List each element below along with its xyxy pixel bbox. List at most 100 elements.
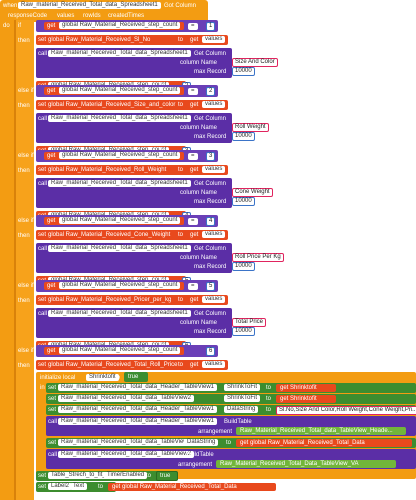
var-dropdown[interactable]: global Raw_Material_Received_step_count <box>59 281 181 289</box>
property-dropdown[interactable]: Text <box>70 482 88 490</box>
param-response-code[interactable]: responseCode <box>8 13 48 19</box>
equals-dropdown[interactable]: = <box>188 87 198 95</box>
set-var-dropdown[interactable]: global Raw_Material_Received_Pricer_per_… <box>48 297 172 303</box>
call-label: call <box>48 452 58 458</box>
component-dropdown[interactable]: Label2 <box>48 482 73 490</box>
string-value[interactable]: Sl.No,Size And Color,Roll Weight,Cone We… <box>276 406 416 415</box>
values-dropdown[interactable]: values <box>202 165 226 173</box>
arrangement-value-block[interactable] <box>236 427 406 435</box>
arrangement-value[interactable]: Raw_Material_Received_Total_Data_TableVi… <box>220 461 359 467</box>
event-component-dropdown[interactable]: Raw_material_Received_Total_data_Spreads… <box>18 1 161 9</box>
set-var-block[interactable] <box>36 230 214 240</box>
get-local-label: get Shrinktofit <box>280 396 317 402</box>
sheet-dropdown[interactable]: Raw_material_Received_Total_data_Spreads… <box>48 114 191 122</box>
true-value[interactable]: true <box>160 473 171 479</box>
if-block[interactable] <box>14 20 34 500</box>
max-record-value[interactable]: 10000 <box>232 197 255 206</box>
property-dropdown[interactable]: ShrinkToFit <box>224 383 261 391</box>
to-label: to <box>266 385 272 391</box>
arrangement-value[interactable]: Raw_Material_Received_Total_data_TableVi… <box>240 428 393 434</box>
get-local-block[interactable] <box>276 395 336 403</box>
step-number[interactable]: 1 <box>206 22 216 31</box>
set-var-block[interactable] <box>36 35 214 45</box>
true-block[interactable] <box>124 372 148 382</box>
max-record-label: max Record <box>194 264 227 270</box>
set-var-block[interactable] <box>36 360 214 370</box>
step-number[interactable]: 6 <box>206 347 216 356</box>
set-var-dropdown[interactable]: global Raw_Material_Received_Sl_No <box>48 37 151 43</box>
component-dropdown[interactable]: Raw_material_Received_Total_data_TableVi… <box>58 450 194 458</box>
step-number[interactable]: 5 <box>206 282 216 291</box>
column-name-value[interactable]: Size And Color <box>232 58 278 67</box>
to-label: to <box>266 407 272 413</box>
equals-dropdown[interactable]: = <box>188 152 198 160</box>
sheet-dropdown[interactable]: Raw_material_Received_Total_data_Spreads… <box>48 244 191 252</box>
max-record-value[interactable]: 10000 <box>232 262 255 271</box>
to-label: to <box>178 362 184 368</box>
max-record-value[interactable]: 10000 <box>232 327 255 336</box>
component-dropdown[interactable]: Table_Strech_to_fit_Clock2 <box>48 471 128 479</box>
component-dropdown[interactable]: Raw_material_Received_Total_data_TableVi… <box>58 394 194 402</box>
set-property-block[interactable] <box>46 438 416 448</box>
get-global-block[interactable] <box>108 483 276 491</box>
component-dropdown[interactable]: Raw_material_Received_Total_data_Header_… <box>58 383 217 391</box>
if-label: else if <box>18 88 34 94</box>
arrangement-value-block[interactable] <box>216 460 396 468</box>
property-dropdown[interactable]: ShrinkToFit <box>224 394 261 402</box>
values-dropdown[interactable]: values <box>202 230 226 238</box>
values-dropdown[interactable]: values <box>202 100 226 108</box>
get-global-label: get global Raw_Material_Received_Total_D… <box>240 440 365 446</box>
to-label: to <box>178 102 184 108</box>
get-global-label: get global Raw_Material_Received_Total_D… <box>112 484 237 490</box>
var-dropdown[interactable]: global Raw_Material_Received_step_count <box>59 21 181 29</box>
event-name-label: Got Column <box>164 3 197 9</box>
set-var-block[interactable] <box>36 165 214 175</box>
property-dropdown[interactable]: DataString <box>184 438 219 446</box>
then-label: then <box>18 363 30 369</box>
equals-dropdown[interactable]: = <box>188 22 198 30</box>
method-label: Get Column <box>194 116 227 122</box>
values-dropdown[interactable]: values <box>202 360 226 368</box>
param-created-times[interactable]: createdTimes <box>108 13 145 19</box>
set-var-dropdown[interactable]: global Raw_Material_Received_Size_and_co… <box>48 102 176 108</box>
equals-dropdown[interactable]: = <box>188 217 198 225</box>
var-dropdown[interactable]: global Raw_Material_Received_step_count <box>59 151 181 159</box>
var-dropdown[interactable]: global Raw_Material_Received_step_count <box>59 346 181 354</box>
column-name-value[interactable]: Cone Weight <box>232 188 273 197</box>
local-name[interactable]: Shrinktofit <box>86 373 119 381</box>
step-number[interactable]: 4 <box>206 217 216 226</box>
step-number[interactable]: 2 <box>206 87 216 96</box>
set-var-dropdown[interactable]: global Raw_Material_Received_Roll_Weight <box>48 167 167 173</box>
else-if-label: else if <box>18 348 34 354</box>
column-name-value[interactable]: Roll Price Per Kg <box>232 253 284 262</box>
values-dropdown[interactable]: values <box>202 295 226 303</box>
set-var-dropdown[interactable]: global Raw_Material_Received_Cone_Weight <box>48 232 171 238</box>
get-local-block[interactable] <box>276 384 336 392</box>
get-label: get <box>47 283 56 289</box>
var-dropdown[interactable]: global Raw_Material_Received_step_count <box>59 216 181 224</box>
sheet-dropdown[interactable]: Raw_material_Received_Total_data_Spreads… <box>48 179 191 187</box>
component-dropdown[interactable]: Raw_material_Received_Total_data_Header_… <box>58 417 217 425</box>
param-row-ids[interactable]: rowIds <box>83 13 101 19</box>
step-number[interactable]: 3 <box>206 152 216 161</box>
var-dropdown[interactable]: global Raw_Material_Received_step_count <box>59 86 181 94</box>
set-var-dropdown[interactable]: global Raw_Material_Received_Total_Roll_… <box>48 362 178 368</box>
column-name-value[interactable]: Total Price <box>232 318 267 327</box>
equals-dropdown[interactable]: = <box>188 282 198 290</box>
component-dropdown[interactable]: Raw_material_Received_Total_data_TableVi… <box>58 438 194 446</box>
param-values[interactable]: values <box>57 13 75 19</box>
max-record-value[interactable]: 10000 <box>232 132 255 141</box>
column-name-value[interactable]: Roll Weight <box>232 123 269 132</box>
set-var-block[interactable] <box>36 100 214 110</box>
property-dropdown[interactable]: DataString <box>224 405 259 413</box>
max-record-value[interactable]: 10000 <box>232 67 255 76</box>
values-dropdown[interactable]: values <box>202 35 226 43</box>
sheet-dropdown[interactable]: Raw_material_Received_Total_data_Spreads… <box>48 49 191 57</box>
true-value[interactable]: true <box>128 374 139 380</box>
sheet-dropdown[interactable]: Raw_material_Received_Total_data_Spreads… <box>48 309 191 317</box>
true-block[interactable] <box>156 471 178 481</box>
get-global-block[interactable] <box>236 439 412 447</box>
component-dropdown[interactable]: Raw_material_Received_Total_data_Header_… <box>58 405 217 413</box>
property-dropdown[interactable]: TimerEnabled <box>104 471 148 479</box>
set-var-block[interactable] <box>36 295 214 305</box>
